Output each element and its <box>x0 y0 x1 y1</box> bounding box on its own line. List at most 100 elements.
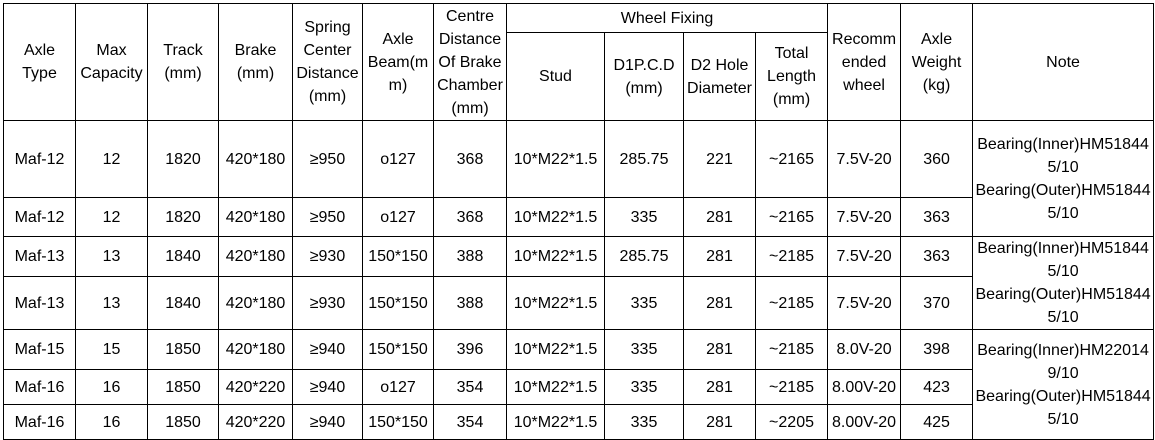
cell: 13 <box>75 276 148 330</box>
data-row: Maf-16 16 1850 420*220 ≥940 o127 354 10*M22*1.5… <box>3 369 1154 405</box>
cell: 420*220 <box>218 404 293 440</box>
data-row: Maf-12 12 1820 420*180 ≥950 o127 368 10*M22*1.5… <box>3 197 1154 237</box>
cell: 150*150 <box>362 329 434 370</box>
cell: Maf-16 <box>3 404 76 440</box>
cell: 7.5V-20 <box>827 120 902 198</box>
table-wrap: Axle Type Max Capacity Track (mm) Brake (mm… <box>3 3 1155 440</box>
cell: 10*M22*1.5 <box>506 120 605 198</box>
column-header: Recommended wheel <box>827 3 902 121</box>
cell: o127 <box>362 369 434 405</box>
cell: ≥950 <box>292 120 363 198</box>
cell: 420*180 <box>218 276 293 330</box>
cell: 1820 <box>147 197 219 237</box>
cell: Maf-16 <box>3 369 76 405</box>
cell: Maf-15 <box>3 329 76 370</box>
cell: 368 <box>433 197 507 237</box>
cell: 335 <box>604 404 684 440</box>
cell: 7.5V-20 <box>827 276 902 330</box>
cell: 150*150 <box>362 404 434 440</box>
cell: 10*M22*1.5 <box>506 404 605 440</box>
cell: 354 <box>433 369 507 405</box>
cell: 396 <box>433 329 507 370</box>
note: Bearing(Inner)HM518445/10 Bearing(Outer)H… <box>972 236 1155 330</box>
cell: 420*180 <box>218 197 293 237</box>
column-header: Axle Beam(mm) <box>362 3 434 121</box>
cell: 8.00V-20 <box>827 369 902 405</box>
cell: 150*150 <box>362 235 434 278</box>
cell: 16 <box>75 404 148 440</box>
sub-column-header: D1P.C.D (mm) <box>604 32 684 121</box>
cell: 425 <box>900 404 974 440</box>
cell: 368 <box>433 120 507 198</box>
column-header: Note <box>972 3 1155 121</box>
cell: 8.00V-20 <box>827 404 902 440</box>
column-header: Spring Center Distance (mm) <box>292 3 363 121</box>
cell: 285.75 <box>604 235 684 278</box>
cell: 335 <box>604 276 684 330</box>
cell: 281 <box>683 197 756 237</box>
column-header: Brake (mm) <box>218 3 293 121</box>
cell: ≥940 <box>292 404 363 440</box>
cell: ~2185 <box>754 276 829 330</box>
cell: 388 <box>433 235 507 278</box>
column-header: Max Capacity <box>75 3 148 121</box>
cell: 12 <box>75 120 148 198</box>
cell: ≥940 <box>292 329 363 370</box>
data-row: Maf-13 13 1840 420*180 ≥930 150*150 388 10*M22*… <box>3 276 1154 330</box>
cell: 335 <box>604 197 684 237</box>
sub-column-header: Stud <box>506 32 605 121</box>
note: Bearing(Inner)HM518445/10 Bearing(Outer)H… <box>972 120 1155 237</box>
cell: ~2185 <box>754 369 829 405</box>
note-line: Bearing(Outer)HM518445/10 <box>975 181 1151 222</box>
cell: 281 <box>683 235 756 278</box>
cell: 16 <box>75 369 148 405</box>
column-header: Track (mm) <box>147 3 219 121</box>
cell: 7.5V-20 <box>827 235 902 278</box>
cell: 363 <box>900 197 974 237</box>
data-row: Maf-13 13 1840 420*180 ≥930 150*150 388 10*M22*… <box>3 235 1155 330</box>
column-header: Axle Weight (kg) <box>900 3 974 121</box>
cell: o127 <box>362 120 434 198</box>
cell: 281 <box>683 276 756 330</box>
cell: 398 <box>900 329 974 370</box>
cell: 12 <box>75 197 148 237</box>
column-header: Centre Distance Of Brake Chamber(mm) <box>433 3 507 121</box>
cell: 281 <box>683 369 756 405</box>
cell: 1840 <box>147 235 219 278</box>
cell: 10*M22*1.5 <box>506 235 605 278</box>
cell: ~2205 <box>754 404 829 440</box>
cell: 370 <box>900 276 974 330</box>
cell: 363 <box>900 235 974 278</box>
cell: ~2165 <box>754 120 829 198</box>
cell: 360 <box>900 120 974 198</box>
cell: 1850 <box>147 329 219 370</box>
cell: 150*150 <box>362 276 434 330</box>
note-line: Bearing(Outer)HM518445/10 <box>975 286 1151 326</box>
cell: 420*180 <box>218 235 293 278</box>
cell: 281 <box>683 404 756 440</box>
cell: 1850 <box>147 369 219 405</box>
cell: ~2165 <box>754 197 829 237</box>
cell: 420*180 <box>218 120 293 198</box>
data-row: Maf-16 16 1850 420*220 ≥940 150*150 354 10*M22*… <box>3 404 1154 440</box>
header-row: Stud D1P.C.D (mm) D2 Hole Diameter Total Le… <box>4 32 1154 121</box>
header-row: Axle Type Max Capacity Track (mm) Brake (mm… <box>3 3 1155 121</box>
cell: 10*M22*1.5 <box>506 197 605 237</box>
note: Bearing(Inner)HM220149/10 Bearing(Outer)H… <box>972 329 1155 440</box>
sub-column-header: Total Length (mm) <box>754 32 829 121</box>
cell: 1820 <box>147 120 219 198</box>
column-header: Axle Type <box>3 3 76 121</box>
cell: 221 <box>683 120 756 198</box>
data-row: Maf-15 15 1850 420*180 ≥940 150*150 396 10*M22*… <box>3 329 1155 440</box>
cell: ≥930 <box>292 276 363 330</box>
cell: 1850 <box>147 404 219 440</box>
cell: 285.75 <box>604 120 684 198</box>
cell: 1840 <box>147 276 219 330</box>
spec-table: Axle Type Max Capacity Track (mm) Brake (mm… <box>3 3 1155 440</box>
cell: 10*M22*1.5 <box>506 369 605 405</box>
cell: 10*M22*1.5 <box>506 276 605 330</box>
note-line: Bearing(Inner)HM518445/10 <box>977 135 1149 176</box>
cell: Maf-13 <box>3 235 76 278</box>
cell: 15 <box>75 329 148 370</box>
